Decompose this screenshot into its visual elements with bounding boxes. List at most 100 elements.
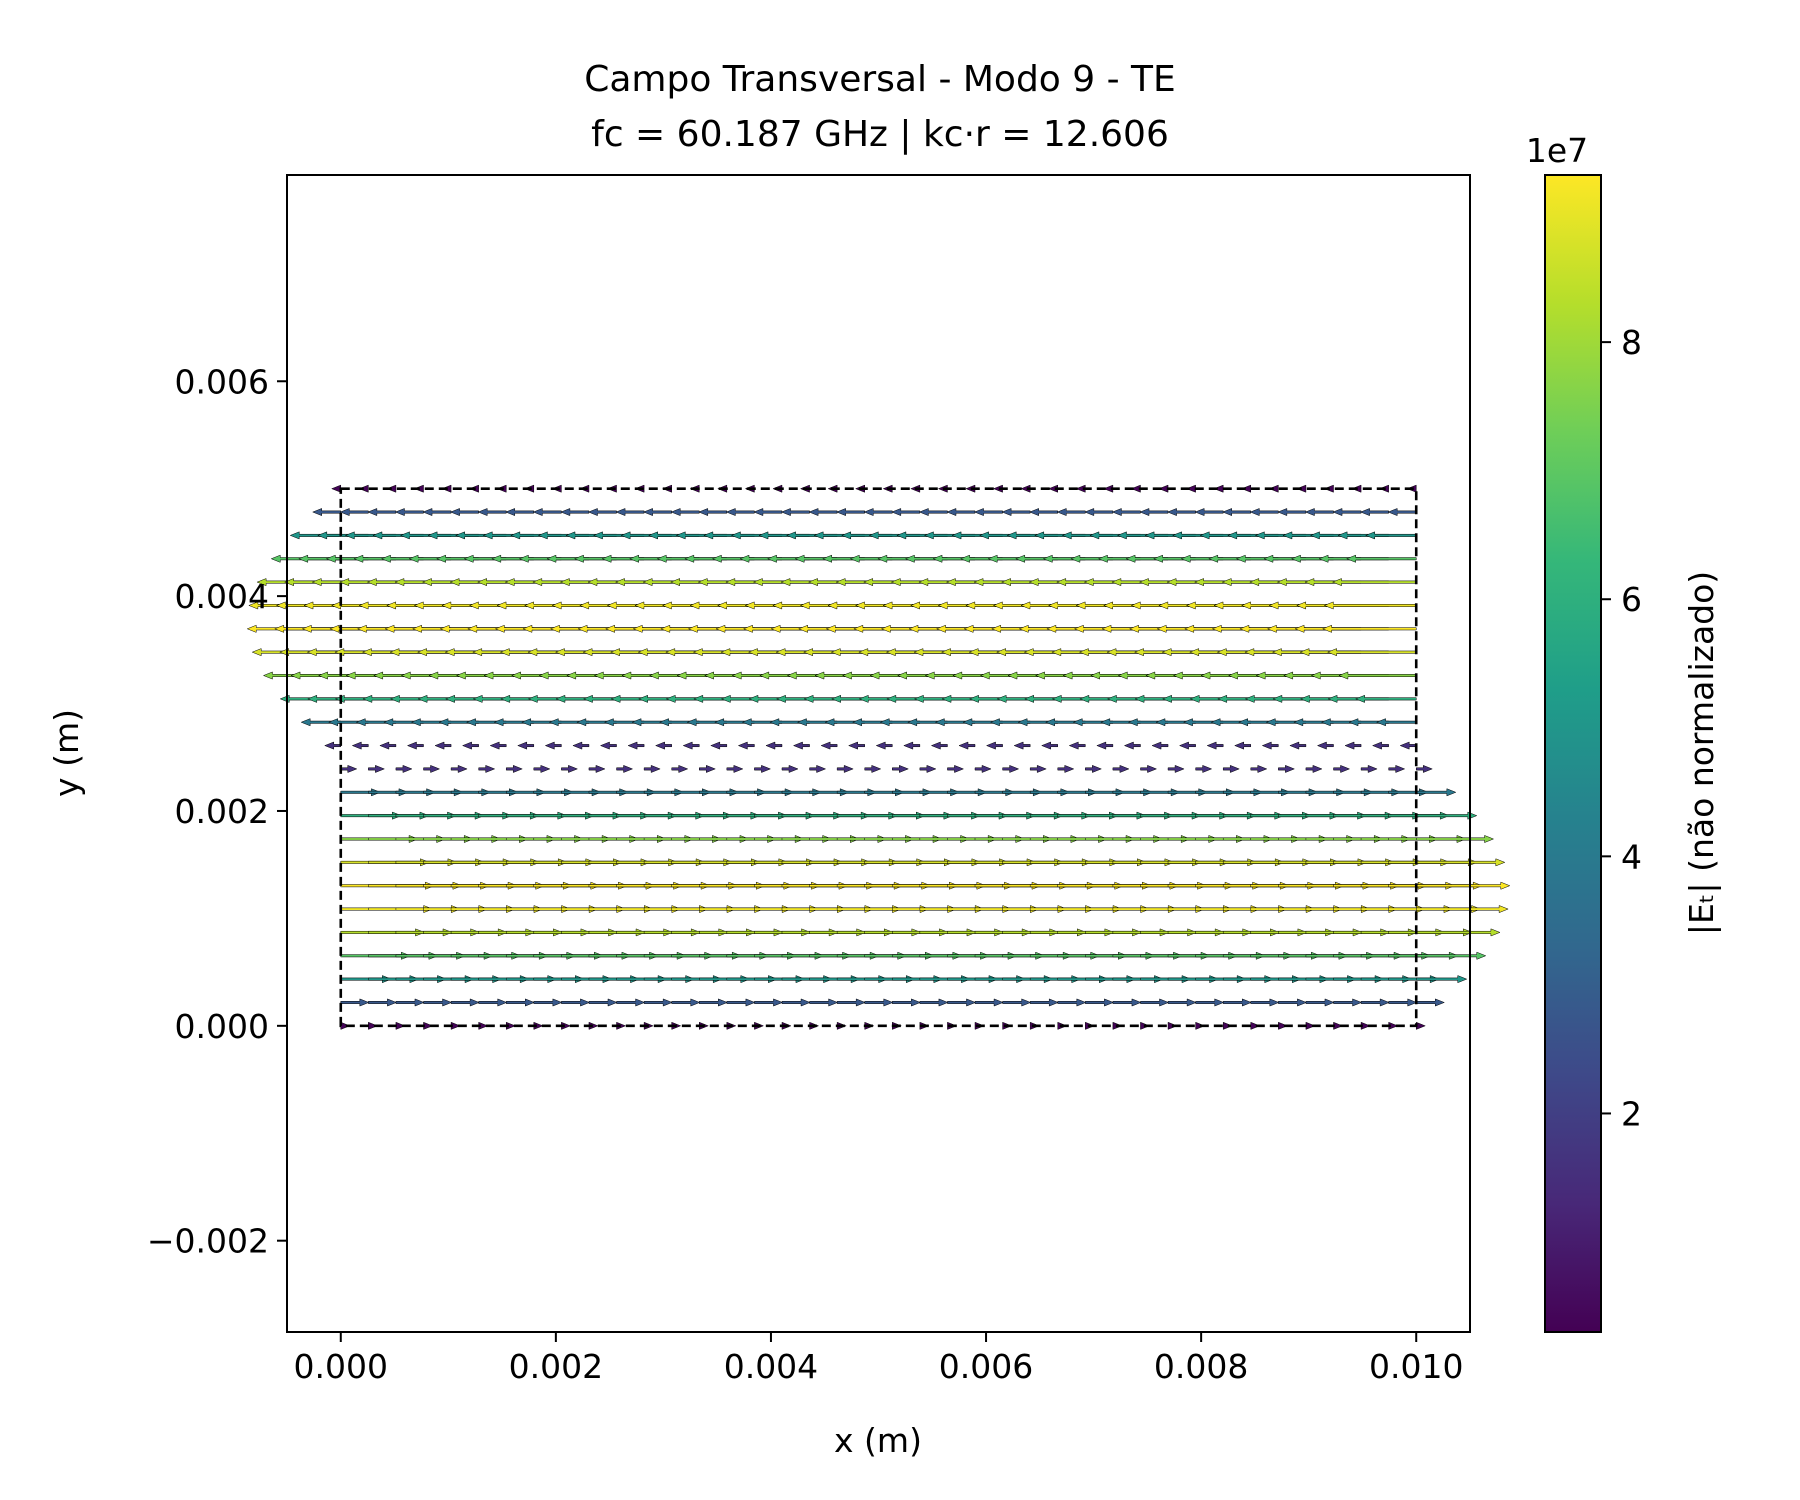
field-arrow	[1278, 998, 1308, 1007]
field-arrow	[588, 764, 606, 773]
field-arrow	[588, 998, 618, 1007]
field-arrow	[1140, 975, 1192, 984]
field-arrow	[1222, 788, 1264, 797]
field-arrow	[478, 998, 508, 1007]
field-arrow	[808, 508, 838, 517]
field-arrow	[533, 975, 585, 984]
field-arrow	[450, 998, 480, 1007]
plot-frame	[286, 174, 1471, 1333]
field-arrow	[331, 484, 342, 493]
field-arrow	[434, 741, 452, 750]
field-arrow	[1222, 508, 1252, 517]
x-tick-label: 0.000	[294, 1347, 388, 1386]
field-arrow	[1388, 788, 1429, 797]
field-arrow	[836, 998, 866, 1007]
field-arrow	[588, 788, 630, 797]
field-arrow	[627, 741, 645, 750]
field-arrow	[765, 741, 783, 750]
field-arrow	[753, 508, 783, 517]
field-arrow	[1338, 671, 1417, 680]
field-arrow	[561, 764, 579, 773]
field-arrow	[615, 508, 645, 517]
field-arrow	[1166, 508, 1196, 517]
field-arrow	[1085, 998, 1115, 1007]
field-arrow	[1415, 764, 1433, 773]
field-arrow	[1333, 998, 1363, 1007]
field-arrow	[1415, 858, 1506, 867]
field-arrow	[561, 788, 602, 797]
field-arrow	[1333, 764, 1351, 773]
field-arrow	[1250, 788, 1292, 797]
field-arrow	[1195, 998, 1225, 1007]
field-arrow	[892, 975, 944, 984]
field-arrow	[1112, 975, 1165, 984]
field-arrow	[572, 741, 590, 750]
field-arrow	[533, 998, 563, 1007]
field-arrow	[368, 764, 386, 773]
field-arrow	[1178, 741, 1196, 750]
field-arrow	[919, 998, 949, 1007]
field-arrow	[726, 998, 756, 1007]
field-arrow	[339, 508, 369, 517]
field-arrow	[836, 788, 878, 797]
field-arrow	[394, 508, 424, 517]
field-arrow	[1002, 788, 1043, 797]
plot-area	[246, 174, 1511, 1333]
field-arrow	[505, 764, 523, 773]
field-arrow	[754, 975, 806, 984]
field-arrow	[1057, 998, 1087, 1007]
chart-title-line2: fc = 60.187 GHz | kc·r = 12.606	[591, 114, 1169, 155]
field-arrow	[1399, 741, 1417, 750]
x-tick-label: 0.006	[939, 1347, 1033, 1386]
field-arrow	[368, 998, 398, 1007]
y-axis-label: y (m)	[47, 709, 86, 797]
field-arrow	[1388, 998, 1418, 1007]
field-arrow	[1111, 508, 1141, 517]
field-arrow	[1029, 975, 1082, 984]
field-arrow	[1001, 508, 1031, 517]
field-arrow	[781, 998, 811, 1007]
field-arrow	[947, 975, 999, 984]
field-arrow	[1415, 928, 1501, 937]
field-arrow	[1415, 1021, 1426, 1030]
field-arrow	[599, 741, 617, 750]
field-arrow	[505, 788, 547, 797]
field-arrow	[643, 998, 673, 1007]
field-arrow	[792, 741, 810, 750]
field-arrow	[1305, 975, 1358, 984]
field-arrow	[643, 975, 696, 984]
field-arrow	[449, 508, 479, 517]
field-arrow	[947, 788, 988, 797]
field-arrow	[1206, 741, 1224, 750]
field-arrow	[892, 788, 933, 797]
field-arrow	[561, 975, 613, 984]
field-arrow	[930, 741, 948, 750]
x-axis-label: x (m)	[834, 1421, 922, 1460]
field-arrow	[1194, 508, 1224, 517]
field-arrow	[1277, 508, 1307, 517]
field-arrow	[1289, 741, 1307, 750]
field-arrow	[1371, 741, 1389, 750]
field-arrow	[864, 975, 916, 984]
field-arrow	[1029, 764, 1047, 773]
field-arrow	[1278, 788, 1319, 797]
field-arrow	[1085, 975, 1137, 984]
field-arrow	[358, 484, 369, 493]
field-arrow	[1333, 975, 1385, 984]
field-arrow	[864, 788, 905, 797]
field-arrow	[892, 764, 909, 773]
colorbar-gradient	[1545, 175, 1601, 1332]
field-arrow	[1234, 741, 1252, 750]
y-tick-label: 0.006	[175, 362, 269, 401]
field-arrow	[726, 975, 779, 984]
field-arrow	[1388, 975, 1440, 984]
x-tick-label: 0.010	[1369, 1347, 1463, 1386]
field-arrow	[1222, 975, 1275, 984]
colorbar-ticks: 2 4 6 8	[1601, 323, 1642, 1133]
field-arrow	[1222, 1021, 1233, 1030]
field-arrow	[780, 508, 810, 517]
field-arrow	[1167, 788, 1209, 797]
field-arrow	[781, 788, 823, 797]
field-arrow	[809, 788, 850, 797]
field-arrow	[1278, 764, 1296, 773]
